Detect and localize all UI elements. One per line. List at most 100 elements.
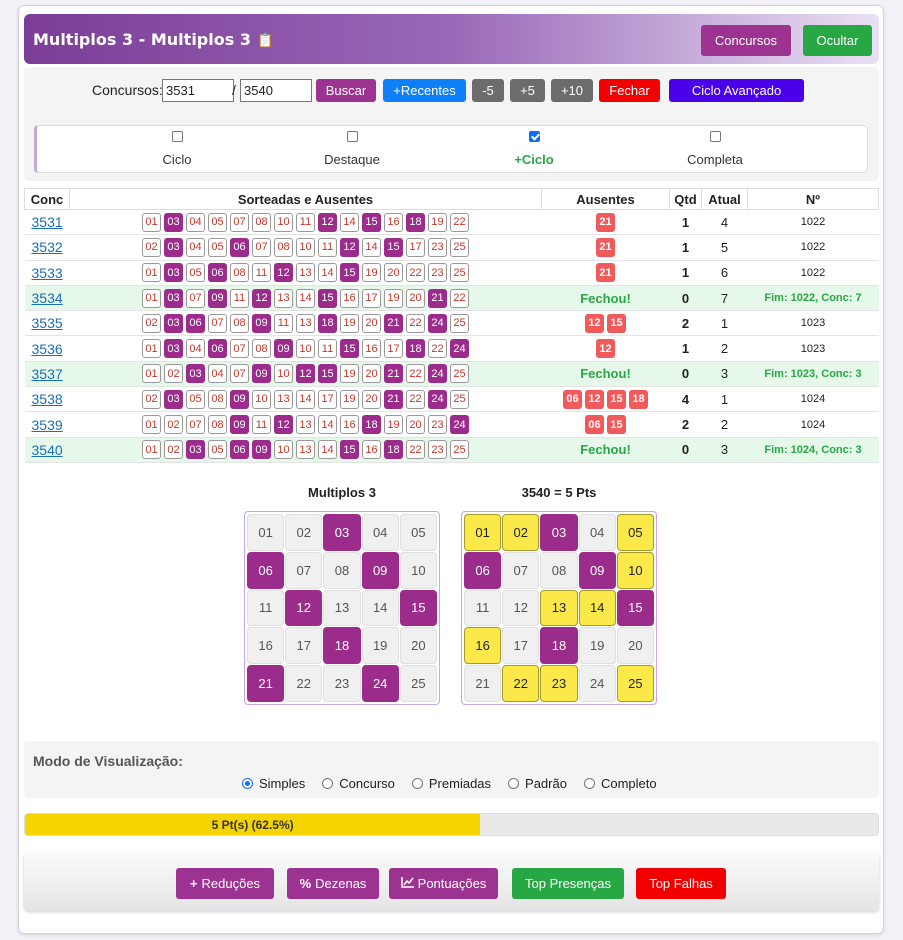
concurso-link[interactable]: 3532 <box>31 239 63 256</box>
concurso-from-input[interactable]: 3531 <box>162 79 234 102</box>
mode-completa[interactable]: Completa <box>645 131 785 167</box>
ciclo-checkbox[interactable] <box>171 131 183 142</box>
number-ball-highlighted: 03 <box>164 389 183 409</box>
table-row: 3533 01 03 05 06 08 11 12 13 14 15 19 20 22 23 25 21 1 6 10… <box>24 260 879 286</box>
radio-button[interactable] <box>583 778 595 789</box>
number-ball: 23 <box>428 263 447 283</box>
concurso-link[interactable]: 3535 <box>31 315 63 332</box>
number-ball-highlighted: 15 <box>340 440 359 460</box>
number-ball-highlighted: 24 <box>428 364 447 384</box>
number-ball-highlighted: 24 <box>450 339 469 359</box>
grid-cell: 12 <box>502 589 540 627</box>
grid-cell: 09 <box>361 551 399 589</box>
grid-cell: 21 <box>464 665 502 702</box>
minus5-button[interactable]: -5 <box>472 79 504 102</box>
mode-destaque[interactable]: Destaque <box>282 131 422 167</box>
grid-cell: 18 <box>323 627 361 665</box>
dezenas-button[interactable]: % Dezenas <box>287 868 379 899</box>
number-ball: 01 <box>142 339 161 359</box>
number-ball-highlighted: 03 <box>164 263 183 283</box>
table-row: 3540 01 02 03 05 06 09 10 13 14 15 16 18 22 23 25 Fechou… <box>24 437 879 463</box>
concurso-link[interactable]: 3534 <box>31 290 63 307</box>
ausentes-cell: Fechou! <box>541 437 670 463</box>
multiplos-grid: 01 02 03 04 05 06 07 08 09 10 11 12 13 14 15 16 17 18 19 20… <box>244 511 440 705</box>
viz-option-completo[interactable]: Completo <box>583 776 657 791</box>
atual-cell: 3 <box>701 437 748 463</box>
grid-cell: 15 <box>399 589 437 627</box>
ocultar-button[interactable]: Ocultar <box>803 25 872 56</box>
grid-cell: 12 <box>285 589 323 627</box>
radio-label: Completo <box>600 776 657 791</box>
number-ball-highlighted: 18 <box>362 415 381 435</box>
viz-option-concurso[interactable]: Concurso <box>322 776 395 791</box>
viz-option-padrao[interactable]: Padrão <box>508 776 567 791</box>
plus10-button[interactable]: +10 <box>551 79 593 102</box>
number-ball-highlighted: 24 <box>428 313 447 333</box>
ausente-badge: 15 <box>607 313 626 333</box>
concurso-link[interactable]: 3533 <box>31 264 63 281</box>
number-ball: 08 <box>208 415 227 435</box>
radio-button[interactable] <box>322 778 334 789</box>
number-ball-highlighted: 15 <box>318 364 337 384</box>
radio-button[interactable] <box>242 778 253 789</box>
mais-ciclo-checkbox[interactable] <box>528 131 540 142</box>
fechar-button[interactable]: Fechar <box>599 79 660 102</box>
atual-cell: 1 <box>701 310 748 337</box>
grid-cell: 02 <box>285 514 323 551</box>
concurso-link[interactable]: 3536 <box>31 340 63 357</box>
concurso-link[interactable]: 3537 <box>31 365 63 382</box>
atual-cell: 7 <box>701 285 748 312</box>
number-ball-highlighted: 06 <box>186 313 205 333</box>
grid-cell: 14 <box>361 589 399 627</box>
grid-cell: 06 <box>464 551 502 589</box>
ausentes-cell: Fechou! <box>541 285 670 312</box>
numero-cell: 1022 <box>747 209 879 236</box>
reducoes-button[interactable]: + Reduções <box>176 868 274 899</box>
number-ball-highlighted: 12 <box>318 212 337 232</box>
recentes-button[interactable]: +Recentes <box>383 79 466 102</box>
grid-cell: 09 <box>578 551 616 589</box>
number-ball-highlighted: 18 <box>318 313 337 333</box>
viz-option-simples[interactable]: Simples <box>242 776 305 791</box>
plus5-button[interactable]: +5 <box>510 79 545 102</box>
concurso-to-input[interactable]: 3540 <box>240 79 312 102</box>
pontuacoes-button[interactable]: Pontuações <box>389 868 498 899</box>
ausente-badge: 12 <box>585 389 604 409</box>
concursos-button[interactable]: Concursos <box>701 25 791 56</box>
radio-button[interactable] <box>411 778 423 789</box>
destaque-checkbox[interactable] <box>346 131 358 142</box>
number-ball: 22 <box>428 339 447 359</box>
number-ball-highlighted: 03 <box>186 440 205 460</box>
ausente-badge: 18 <box>629 389 648 409</box>
progress-fill <box>25 814 481 835</box>
viz-option-premiadas[interactable]: Premiadas <box>411 776 491 791</box>
number-ball: 13 <box>296 263 315 283</box>
completa-checkbox[interactable] <box>709 131 721 142</box>
mode-mais-ciclo[interactable]: +Ciclo <box>464 131 604 167</box>
number-ball: 05 <box>186 263 205 283</box>
atual-cell: 3 <box>701 361 748 388</box>
grid-cell: 07 <box>285 551 323 589</box>
concurso-link[interactable]: 3539 <box>31 416 63 433</box>
radio-button[interactable] <box>508 778 520 789</box>
result-grid: 01 02 03 04 05 06 07 08 09 10 11 12 13 14 15 16 17 18 19 20… <box>461 511 657 705</box>
number-ball-highlighted: 03 <box>186 364 205 384</box>
top-falhas-button[interactable]: Top Falhas <box>636 868 726 899</box>
grid-cell: 11 <box>247 589 285 627</box>
mode-ciclo[interactable]: Ciclo <box>107 131 247 167</box>
col-atual: Atual <box>701 188 748 210</box>
ausentes-cell: 12 <box>541 335 670 362</box>
ausentes-cell: 06 12 15 18 <box>541 386 670 413</box>
concurso-link[interactable]: 3538 <box>31 391 63 408</box>
number-ball: 20 <box>406 415 425 435</box>
number-ball: 20 <box>362 364 381 384</box>
concurso-link[interactable]: 3531 <box>31 214 63 231</box>
number-ball-highlighted: 06 <box>208 263 227 283</box>
number-ball: 17 <box>362 288 381 308</box>
concurso-link[interactable]: 3540 <box>31 441 63 458</box>
top-presencas-button[interactable]: Top Presenças <box>512 868 624 899</box>
number-ball: 08 <box>230 263 249 283</box>
buscar-button[interactable]: Buscar <box>316 79 376 102</box>
ciclo-avancado-button[interactable]: Ciclo Avançado <box>669 79 804 102</box>
number-ball: 16 <box>340 288 359 308</box>
